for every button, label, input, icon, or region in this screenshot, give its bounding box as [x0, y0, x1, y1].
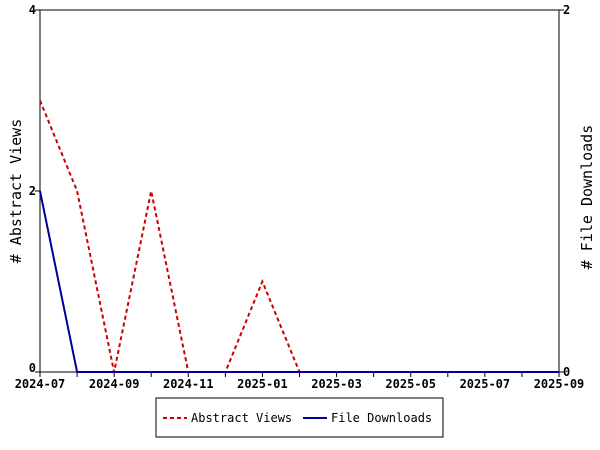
y-left-tick-label: 0	[29, 361, 36, 375]
x-tick-label: 2025-03	[311, 377, 362, 391]
x-tick-label: 2024-07	[15, 377, 66, 391]
y-left-tick-label: 2	[29, 184, 36, 198]
x-tick-label: 2025-07	[460, 377, 511, 391]
y-right-tick-label: 0	[563, 365, 570, 379]
x-axis-ticks: 2024-07 2024-09 2024-11 2025-01 2025-03 2025-…	[15, 372, 585, 391]
right-axis-ticks: 02	[559, 3, 570, 379]
left-axis-ticks: 0 2 4	[29, 3, 40, 375]
y-left-axis-title: # Abstract Views	[7, 119, 25, 264]
x-tick-label: 2025-01	[237, 377, 288, 391]
y-right-axis-title: # File Downloads	[578, 125, 596, 270]
x-tick-label: 2024-11	[163, 377, 214, 391]
legend-box	[155, 397, 444, 438]
x-tick-label: 2024-09	[89, 377, 140, 391]
legend-label-abstract-views: Abstract Views	[191, 411, 292, 425]
plot-area	[39, 9, 560, 373]
series-line-file-downloads	[39, 190, 559, 373]
x-tick-label: 2025-09	[534, 377, 585, 391]
legend: Abstract Views File Downloads	[155, 397, 444, 438]
y-left-tick-label: 4	[29, 3, 36, 17]
series-layer	[39, 100, 559, 373]
x-tick-label: 2025-05	[385, 377, 436, 391]
y-right-tick-label: 2	[563, 3, 570, 17]
legend-label-file-downloads: File Downloads	[331, 411, 432, 425]
